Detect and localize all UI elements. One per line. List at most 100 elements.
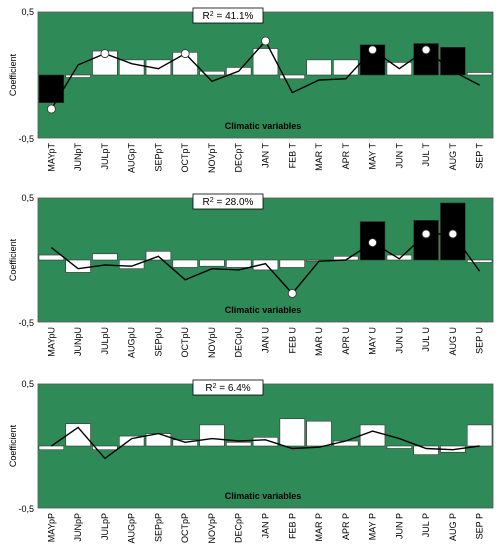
marker-maypt (46, 104, 56, 114)
x-tick-feb-t: FEB T (287, 143, 297, 169)
bar-novpu (199, 259, 225, 267)
marker-jul-t (421, 45, 431, 55)
bar-feb-p (279, 418, 305, 447)
r2-label: R2 = 6.4% (205, 383, 250, 395)
x-tick-maypt: MAYpT (46, 142, 56, 171)
marker-jan-t (261, 36, 270, 46)
x-axis-label: Climatic variables (225, 305, 302, 315)
bar-octpu (172, 259, 198, 268)
x-tick-apr-u: APR U (341, 327, 351, 355)
bar-seppt (145, 59, 172, 76)
x-tick-feb-u: FEB U (287, 327, 297, 354)
model-line (50, 426, 480, 460)
bar-maypt (38, 74, 65, 104)
y-tick-max: 0,5 (21, 379, 34, 389)
x-tick-sep-u: SEP U (475, 327, 485, 354)
x-tick-julpu: JULpU (100, 327, 110, 355)
y-axis-label: Coefficient (8, 424, 18, 467)
bar-novpt (199, 70, 225, 76)
bar-apr-t (333, 59, 359, 76)
r2-label: R2 = 41.1% (203, 11, 254, 23)
x-tick-may-u: MAY U (368, 327, 378, 355)
x-tick-novpt: NOVpT (207, 143, 217, 174)
bar-junpt (65, 74, 91, 78)
x-tick-jul-p: JUL P (421, 513, 431, 537)
bar-augpu (118, 259, 145, 269)
bar-aug-t (440, 46, 466, 76)
chart-panel-2: 0,5 -0,5 Coefficient Climatic variables R2 =… (8, 193, 494, 358)
x-tick-seppp: SEPpP (153, 513, 163, 542)
x-tick-decpu: DECpU (234, 327, 244, 358)
x-tick-novpp: NOVpP (207, 513, 217, 544)
x-tick-jun-u: JUN U (394, 327, 404, 354)
x-tick-mar-t: MAR T (314, 143, 324, 171)
bar-jun-u (386, 254, 413, 261)
bar-jan-u (252, 259, 279, 271)
model-line (50, 233, 481, 295)
r2-box (192, 7, 264, 24)
x-tick-may-t: MAY T (368, 143, 378, 170)
marker-feb-u (287, 289, 297, 298)
bar-jan-t (252, 48, 279, 76)
x-tick-seppt: SEPpT (153, 143, 163, 172)
x-tick-sep-t: SEP T (475, 143, 485, 169)
chart-panel-1: 0,5 -0,5 Coefficient Climatic variables R2 =… (8, 7, 494, 174)
bar-sep-u (466, 259, 493, 263)
x-tick-novpu: NOVpU (207, 327, 217, 358)
marker-octpt (180, 49, 190, 58)
x-tick-maypp: MAYpP (46, 513, 56, 542)
bar-jan-p (252, 437, 279, 447)
x-tick-aug-p: AUG P (448, 513, 458, 541)
bar-augpp (118, 435, 145, 447)
bar-novpp (199, 424, 225, 447)
bar-decpu (226, 259, 252, 268)
x-tick-jul-t: JUL T (421, 143, 431, 167)
r2-box (192, 193, 264, 210)
x-tick-decpt: DECpT (234, 143, 244, 173)
x-tick-apr-p: APR P (341, 513, 351, 540)
x-tick-mar-u: MAR U (314, 327, 324, 356)
r2-label: R2 = 28.0% (203, 197, 254, 209)
x-tick-augpt: AUGpT (127, 143, 137, 174)
bar-junpp (65, 423, 91, 447)
x-tick-apr-t: APR T (341, 143, 351, 170)
x-tick-jan-t: JAN T (261, 143, 271, 168)
x-tick-jan-u: JAN U (261, 327, 271, 353)
x-tick-jul-u: JUL U (421, 327, 431, 352)
x-tick-junpt: JUNpT (73, 143, 83, 172)
marker-aug-u (448, 229, 458, 239)
bar-jul-u (413, 220, 439, 261)
x-tick-augpp: AUGpP (127, 513, 137, 544)
x-tick-julpt: JULpT (100, 143, 110, 170)
bar-feb-u (279, 259, 305, 268)
r2-box (192, 379, 264, 396)
marker-may-u (368, 238, 377, 248)
x-axis-label: Climatic variables (225, 121, 302, 131)
bar-mar-p (306, 420, 332, 447)
y-tick-min: -0,5 (18, 318, 34, 328)
x-tick-maypu: MAYpU (46, 327, 56, 357)
bar-julpp (92, 445, 118, 451)
bar-mar-t (306, 59, 332, 76)
marker-may-t (368, 45, 377, 55)
y-axis-label: Coefficient (8, 53, 18, 96)
bar-jul-p (413, 445, 439, 455)
x-tick-jun-t: JUN T (394, 143, 404, 169)
y-axis-label: Coefficient (8, 238, 18, 281)
x-tick-octpp: OCTpP (180, 513, 190, 543)
bar-decpp (226, 441, 252, 447)
bar-sep-p (466, 424, 493, 447)
y-tick-min: -0,5 (18, 504, 34, 514)
bar-sep-t (466, 72, 493, 76)
x-tick-feb-p: FEB P (287, 513, 297, 539)
x-tick-jun-p: JUN P (394, 513, 404, 539)
x-tick-sep-p: SEP P (475, 513, 485, 539)
y-tick-min: -0,5 (18, 134, 34, 144)
x-tick-jan-p: JAN P (261, 513, 271, 539)
bar-julpu (92, 253, 118, 261)
marker-julpt (100, 49, 110, 58)
bar-augpt (118, 59, 145, 76)
bar-may-p (359, 424, 386, 447)
bar-jun-p (386, 445, 413, 449)
